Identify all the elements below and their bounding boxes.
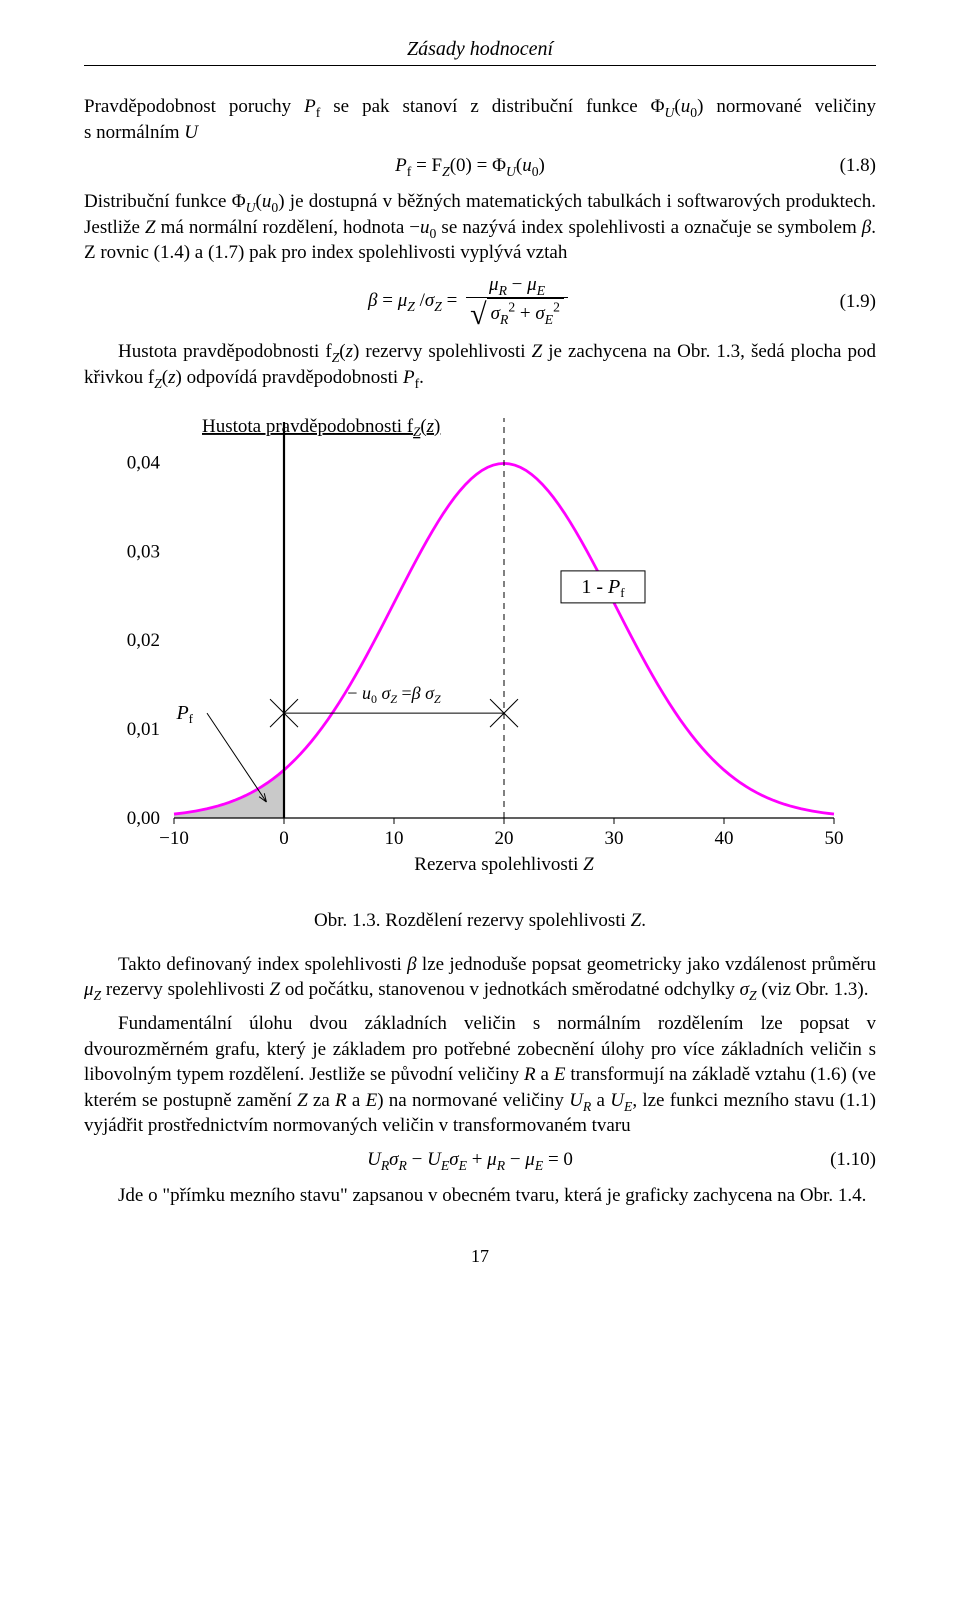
svg-text:40: 40 [715, 828, 734, 849]
chart-svg: −10 0 10 20 30 40 50 0,00 0,01 0,02 0,03 0,04 − u0 σ… [100, 400, 860, 880]
svg-text:50: 50 [825, 828, 844, 849]
svg-text:Rezerva spolehlivosti Z: Rezerva spolehlivosti Z [414, 854, 594, 875]
figure-1-3: −10 0 10 20 30 40 50 0,00 0,01 0,02 0,03 0,04 − u0 σ… [100, 400, 860, 888]
figure-caption: Obr. 1.3. Rozdělení rezervy spolehlivost… [84, 908, 876, 934]
svg-text:Hustota pravděpodobnosti fZ(z): Hustota pravděpodobnosti fZ(z) [202, 416, 440, 439]
equation-1-10: URσR − UEσE + μR − μE = 0 (1.10) [84, 1147, 876, 1173]
equation-1-8: Pf = FZ(0) = ΦU(u0) (1.8) [84, 153, 876, 179]
equation-1-9: β = μZ /σZ = μR − μE √ σR2 + σE2 (1.9) [84, 274, 876, 329]
svg-text:0,00: 0,00 [127, 808, 160, 829]
svg-text:0,03: 0,03 [127, 542, 160, 563]
page-number: 17 [84, 1244, 876, 1268]
svg-text:Pf: Pf [175, 702, 193, 726]
svg-text:30: 30 [605, 828, 624, 849]
svg-text:− u0 σZ =β σZ: − u0 σZ =β σZ [347, 683, 441, 706]
eq-num-1-8: (1.8) [820, 153, 876, 179]
running-head: Zásady hodnocení [84, 36, 876, 66]
para-intro: Pravděpodobnost poruchy Pf se pak stanov… [84, 94, 876, 145]
svg-text:20: 20 [495, 828, 514, 849]
para-before-chart: Hustota pravděpodobnosti fZ(z) rezervy s… [84, 339, 876, 390]
svg-text:−10: −10 [159, 828, 189, 849]
para-after-18: Distribuční funkce ΦU(u0) je dostupná v … [84, 189, 876, 266]
svg-text:10: 10 [385, 828, 404, 849]
para-fundamental: Fundamentální úlohu dvou základních veli… [84, 1011, 876, 1139]
eq-num-1-10: (1.10) [820, 1147, 876, 1173]
para-limit-line: Jde o "přímku mezního stavu" zapsanou v … [84, 1183, 876, 1209]
svg-text:0,02: 0,02 [127, 631, 160, 652]
eq-num-1-9: (1.9) [820, 289, 876, 315]
para-beta-geom: Takto definovaný index spolehlivosti β l… [84, 952, 876, 1003]
svg-text:0,01: 0,01 [127, 719, 160, 740]
svg-text:0: 0 [279, 828, 289, 849]
svg-text:0,04: 0,04 [127, 453, 161, 474]
svg-text:1 - Pf: 1 - Pf [581, 576, 625, 600]
